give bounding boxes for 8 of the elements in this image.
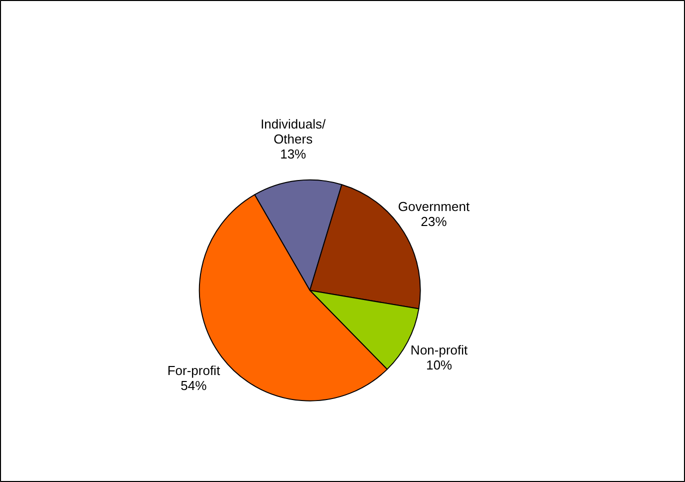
slice-label: Government: [398, 198, 470, 214]
data-label: 23%: [420, 214, 448, 229]
data-label: 13%: [280, 146, 307, 162]
slice-label: For-profit: [167, 362, 220, 378]
data-label: 54%: [180, 378, 208, 393]
slice-label: Non-profit: [410, 342, 468, 358]
slice-label: Individuals/ Others: [260, 116, 326, 146]
data-label: 10%: [426, 358, 453, 373]
